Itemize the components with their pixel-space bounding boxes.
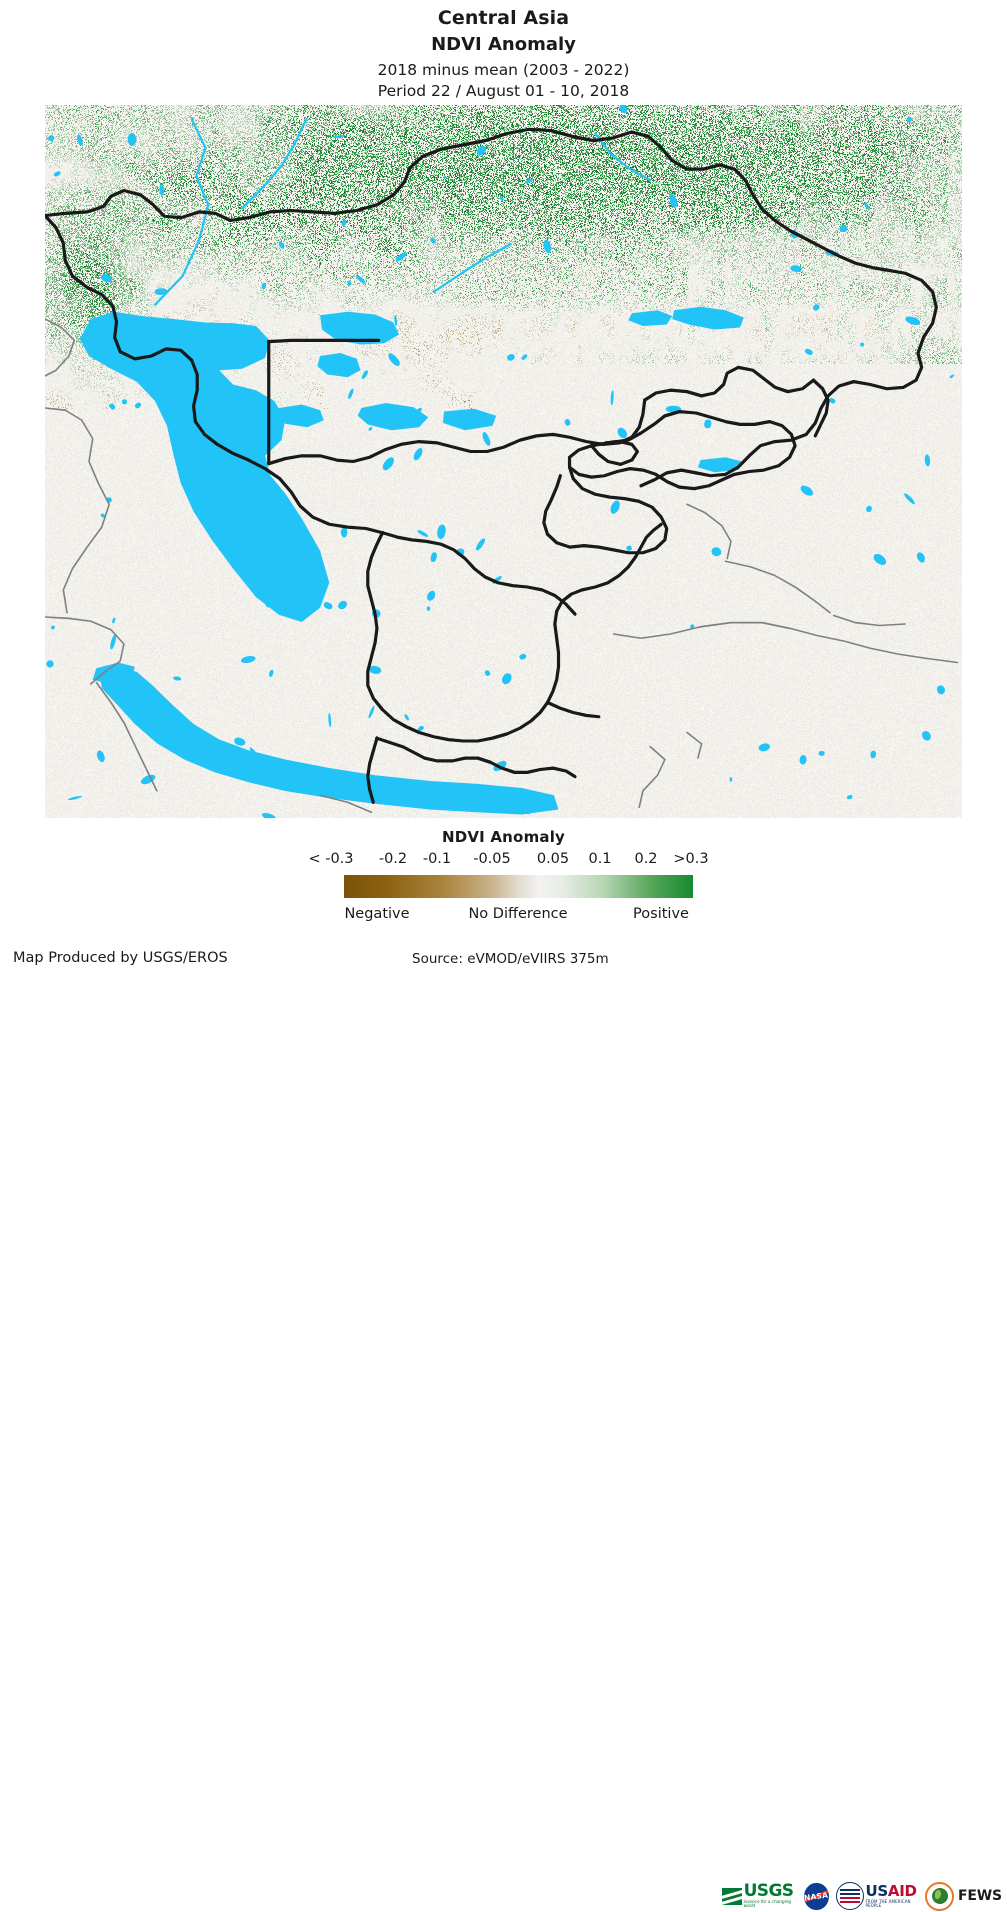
footer: Map Produced by USGS/EROS Source: eVMOD/…	[0, 936, 1007, 1911]
usgs-tagline: science for a changing world	[743, 1899, 792, 1909]
ndvi-anomaly-raster-map[interactable]	[45, 105, 962, 818]
usaid-logo[interactable]: USAID FROM THE AMERICAN PEOPLE	[835, 1881, 918, 1911]
nasa-logo[interactable]: NASA	[804, 1882, 829, 1910]
fews-net-logo[interactable]: FEWS NET	[925, 1881, 1007, 1911]
legend-caption-row: Negative No Difference Positive	[0, 906, 1007, 926]
legend-caption-2: Positive	[633, 906, 689, 922]
legend-tick-4: 0.05	[536, 851, 570, 867]
fews-globe-icon	[925, 1881, 954, 1911]
fews-net-logo-text: FEWS NET	[958, 1888, 1007, 1904]
footer-credit: Map Produced by USGS/EROS	[13, 950, 228, 966]
page-title: Central Asia	[437, 7, 570, 29]
map-subtitle: NDVI Anomaly	[431, 33, 576, 55]
legend-tick-row: < -0.3 -0.2 -0.1 -0.05 0.05 0.1 0.2 >0.3	[0, 851, 1007, 871]
legend-colorbar	[344, 875, 693, 898]
map-baseline-text: 2018 minus mean (2003 - 2022)	[377, 60, 630, 79]
usaid-logo-text-us: US	[865, 1882, 889, 1900]
usaid-wordmark: USAID FROM THE AMERICAN PEOPLE	[866, 1884, 918, 1908]
usaid-logo-text-aid: AID	[887, 1882, 917, 1900]
map-period-text: Period 22 / August 01 - 10, 2018	[377, 82, 630, 101]
legend-caption-0: Negative	[344, 906, 410, 922]
usaid-logo-text: USAID	[866, 1884, 918, 1899]
legend-tick-5: 0.1	[588, 851, 612, 867]
legend-tick-6: 0.2	[634, 851, 658, 867]
legend-title: NDVI Anomaly	[441, 828, 566, 846]
logo-bar: USGS science for a changing world NASA U…	[722, 1880, 1007, 1912]
map-panel[interactable]	[45, 105, 962, 818]
legend-tick-0: < -0.3	[308, 851, 354, 867]
usgs-wave-icon	[722, 1887, 742, 1905]
title-block: Central Asia NDVI Anomaly 2018 minus mea…	[0, 0, 1007, 99]
usaid-seal-icon	[835, 1882, 864, 1910]
legend: NDVI Anomaly < -0.3 -0.2 -0.1 -0.05 0.05 0.1 0…	[0, 828, 1007, 922]
legend-tick-1: -0.2	[378, 851, 408, 867]
usgs-logo-text: USGS	[743, 1880, 794, 1901]
legend-caption-1: No Difference	[468, 906, 568, 922]
footer-source: Source: eVMOD/eVIIRS 375m	[412, 951, 609, 967]
usgs-logo[interactable]: USGS science for a changing world	[722, 1881, 797, 1911]
nasa-logo-text: NASA	[804, 1890, 829, 1902]
usgs-wordmark: USGS science for a changing world	[743, 1880, 798, 1910]
legend-tick-3: -0.05	[473, 851, 511, 867]
legend-tick-7: >0.3	[673, 851, 709, 867]
usaid-tagline: FROM THE AMERICAN PEOPLE	[865, 1899, 911, 1908]
legend-tick-2: -0.1	[422, 851, 452, 867]
